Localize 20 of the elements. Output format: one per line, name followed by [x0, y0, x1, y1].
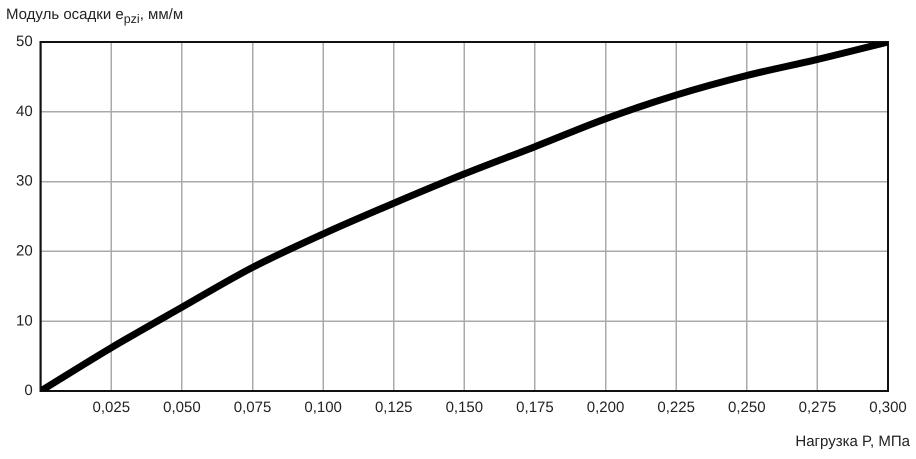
y-axis-title: Модуль осадки e$_{pzi}$, мм/м — [6, 6, 184, 26]
y-tick-label: 40 — [16, 102, 33, 120]
x-tick-label: 0,025 — [92, 399, 130, 416]
y-tick-label: 0 — [24, 382, 33, 400]
y-tick-label: 20 — [16, 242, 33, 260]
x-tick-label: 0,250 — [728, 399, 766, 416]
x-tick-label: 0,150 — [446, 399, 484, 416]
x-axis-title: Нагрузка P, МПа — [795, 433, 910, 450]
x-tick-label: 0,100 — [304, 399, 342, 416]
x-tick-label: 0,225 — [657, 399, 695, 416]
y-tick-label: 50 — [16, 33, 33, 50]
x-tick-label: 0,275 — [798, 399, 836, 416]
x-tick-label: 0,050 — [163, 399, 201, 416]
x-tick-label: 0,300 — [869, 399, 907, 416]
x-tick-label: 0,175 — [516, 399, 554, 416]
x-tick-label: 0,200 — [586, 399, 624, 416]
y-tick-label: 30 — [16, 172, 33, 190]
y-tick-label: 10 — [16, 312, 33, 330]
x-tick-label: 0,075 — [234, 399, 272, 416]
x-tick-label: 0,125 — [374, 399, 413, 416]
